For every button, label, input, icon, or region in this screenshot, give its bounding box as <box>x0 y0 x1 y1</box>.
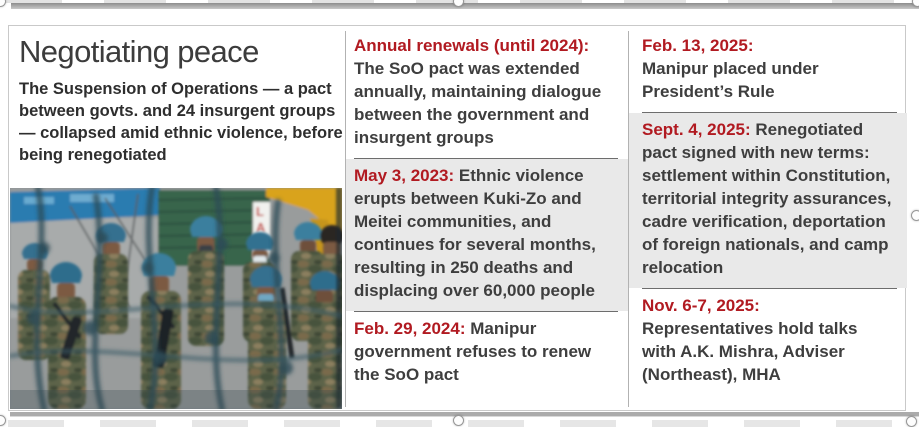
column-divider <box>345 31 346 407</box>
entry-separator <box>354 158 618 159</box>
entry-date: Nov. 6-7, 2025: <box>642 296 760 315</box>
bottom-rule <box>10 412 919 417</box>
column-divider <box>628 31 629 407</box>
selection-handle-bottom-right[interactable] <box>906 416 917 427</box>
entry-date: Feb. 29, 2024: <box>354 319 466 338</box>
selection-handle-top-center[interactable] <box>453 0 464 7</box>
entry-text: Representatives hold talks with A.K. Mis… <box>642 319 858 384</box>
entry-separator <box>642 288 897 289</box>
page-title: Negotiating peace <box>19 34 259 69</box>
entry-date: Sept. 4, 2025: <box>642 120 751 139</box>
timeline-entry: Feb. 13, 2025: Manipur placed under Presi… <box>629 29 907 112</box>
entry-text: Manipur placed under President’s Rule <box>642 59 819 101</box>
timeline-entry: Feb. 29, 2024: Manipur government refuse… <box>346 312 628 395</box>
timeline-entry: May 3, 2023: Ethnic violence erupts betw… <box>346 159 628 311</box>
soldiers-photo: LAR <box>10 188 342 409</box>
timeline-entry: Nov. 6-7, 2025: Representatives hold talk… <box>629 289 907 395</box>
top-rule <box>11 3 919 9</box>
entry-text: The SoO pact was extended annually, main… <box>354 59 602 147</box>
selection-handle-bottom-left[interactable] <box>0 415 6 426</box>
selection-handle-bottom-center[interactable] <box>453 415 464 426</box>
entry-date: May 3, 2023: <box>354 166 455 185</box>
entry-date: Feb. 13, 2025: <box>642 36 754 55</box>
infographic-panel: Negotiating peace The Suspension of Oper… <box>8 25 907 411</box>
timeline-entry: Sept. 4, 2025: Renegotiated pact signed … <box>629 113 907 288</box>
entry-text: Manipur government refuses to renew the … <box>354 319 592 384</box>
svg-text:L: L <box>256 204 264 219</box>
svg-text:A: A <box>256 220 266 235</box>
entry-text: Renegotiated pact signed with new terms:… <box>642 120 892 277</box>
selection-handle-right-middle[interactable] <box>911 210 919 221</box>
timeline-column-right: Feb. 13, 2025: Manipur placed under Presi… <box>629 26 907 410</box>
entry-text: Ethnic violence erupts between Kuki-Zo a… <box>354 166 596 300</box>
selection-handle-top-left[interactable] <box>0 0 6 7</box>
entry-date: Annual renewals (until 2024): <box>354 36 590 55</box>
intro-text: The Suspension of Operations — a pact be… <box>19 80 343 164</box>
intro-column: Negotiating peace The Suspension of Oper… <box>9 26 345 410</box>
entry-separator <box>354 311 618 312</box>
selection-handle-top-right[interactable] <box>912 0 919 7</box>
timeline-entry: Annual renewals (until 2024): The SoO pa… <box>346 29 628 158</box>
soldiers-photo-art: LAR <box>10 188 342 409</box>
entry-separator <box>642 112 897 113</box>
timeline-column-middle: Annual renewals (until 2024): The SoO pa… <box>346 26 628 410</box>
